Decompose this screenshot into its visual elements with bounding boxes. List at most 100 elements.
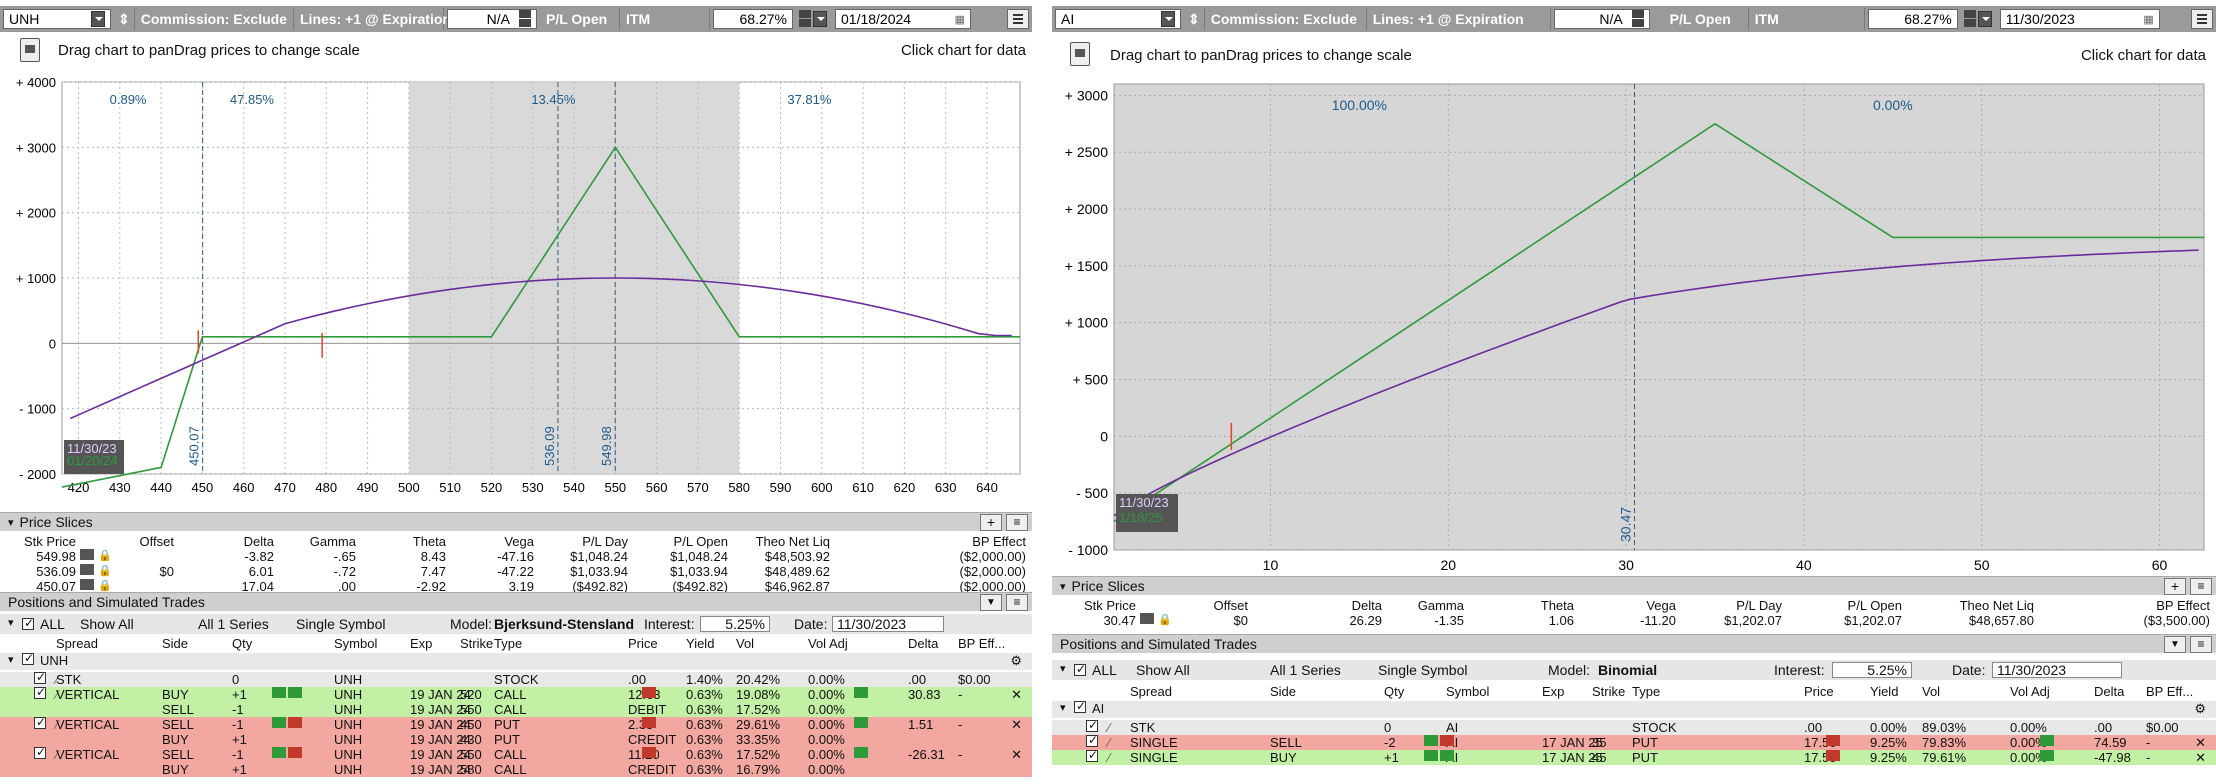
column-header[interactable]: Exp (410, 636, 433, 651)
column-header[interactable]: Side (162, 636, 189, 651)
cell-voladj[interactable]: 0.00% (808, 732, 845, 747)
close-icon[interactable]: ✕ (1011, 717, 1022, 732)
interest-input[interactable]: 5.25% (700, 616, 770, 632)
cell-voladj[interactable]: 0.00% (808, 747, 845, 762)
column-header[interactable]: Price (1804, 684, 1834, 699)
lines-select[interactable]: Lines: +1 @ Expiration (1367, 8, 1551, 30)
positions-menu-icon[interactable]: ≡ (1006, 593, 1028, 611)
column-header[interactable]: P/L Day (582, 534, 628, 549)
model-date-input[interactable]: 11/30/2023 (1992, 662, 2122, 678)
qty-up-icon[interactable] (272, 687, 286, 698)
column-header[interactable]: Strike (1592, 684, 1626, 699)
column-header[interactable]: Vol (736, 636, 755, 651)
cell-vol[interactable]: 19.08% (736, 687, 781, 702)
probability-spinner-icon[interactable] (1963, 10, 1976, 28)
series-select[interactable]: All 1 Series (1270, 662, 1341, 678)
price-slice-row[interactable]: 450.07 17.04 .00 -2.92 3.19 ($492.82) ($492.82… (0, 579, 1032, 594)
collapse-icon[interactable]: ▾ (8, 654, 14, 666)
cell-qty[interactable]: 0 (232, 672, 240, 687)
cell-qty[interactable]: +1 (232, 762, 247, 777)
close-icon[interactable]: ✕ (2195, 735, 2206, 750)
print-icon[interactable] (20, 38, 40, 62)
column-header[interactable]: Stk Price (23, 534, 76, 549)
cell-qty[interactable]: -1 (232, 702, 244, 717)
group-checkbox[interactable] (22, 651, 34, 665)
slice-cell[interactable]: $0 (1233, 613, 1248, 628)
column-header[interactable]: Vol (1922, 684, 1941, 699)
price-spinner-icon[interactable] (80, 564, 94, 575)
group-checkbox[interactable] (1074, 699, 1086, 713)
position-row[interactable]: ⁄STK 0 UNH STOCK .00 1.40% 20.42% 0.00% .00 $0.00 (0, 670, 1032, 687)
series-select[interactable]: All 1 Series (198, 616, 269, 632)
expand-all-icon[interactable]: ▾ (8, 617, 14, 629)
slice-cell[interactable]: $0 (159, 564, 174, 579)
cell-voladj[interactable]: 0.00% (808, 672, 845, 687)
gear-icon[interactable]: ⚙ (2194, 701, 2206, 716)
column-header[interactable]: Qty (232, 636, 253, 651)
lock-icon[interactable]: 🔒 (98, 550, 112, 562)
probability-input[interactable]: 68.27% (1867, 9, 1958, 29)
interest-input[interactable]: 5.25% (1832, 662, 1912, 678)
show-all-select[interactable]: Show All (1136, 662, 1190, 678)
column-header[interactable]: Symbol (334, 636, 378, 651)
position-row[interactable]: BUY +1 UNH 19 JAN 24 580 CALL CREDIT 0.63% 16.79… (0, 762, 1032, 777)
column-header[interactable]: Theta (412, 534, 446, 549)
column-header[interactable]: Spread (56, 636, 98, 651)
column-header[interactable]: Delta (908, 636, 939, 651)
symbol-mode-select[interactable]: Single Symbol (1378, 662, 1468, 678)
all-checkbox[interactable] (1074, 662, 1086, 676)
cell-vol[interactable]: 89.03% (1922, 720, 1967, 735)
calendar-icon[interactable]: ▦ (954, 13, 965, 26)
voladj-spinner-icon[interactable] (2040, 750, 2054, 761)
column-header[interactable]: Offset (139, 534, 174, 549)
position-row[interactable]: ⁄ STK 0 AI STOCK .00 0.00% 89.03% 0.00% .00 $0.00 (1052, 718, 2216, 735)
column-header[interactable]: Delta (2094, 684, 2125, 699)
model-date-input[interactable]: 11/30/2023 (832, 616, 944, 632)
cell-voladj[interactable]: 0.00% (808, 702, 845, 717)
cell-vol[interactable]: 20.42% (736, 672, 781, 687)
column-header[interactable]: Stk Price (1083, 598, 1136, 613)
column-header[interactable]: BP Effect (972, 534, 1026, 549)
slice-cell[interactable]: 549.98 (36, 549, 76, 564)
qty-down-icon[interactable] (288, 717, 302, 728)
row-checkbox[interactable] (34, 715, 46, 729)
column-header[interactable]: BP Eff... (958, 636, 1006, 651)
cell-vol[interactable]: 17.52% (736, 702, 781, 717)
close-icon[interactable]: ✕ (1011, 687, 1022, 702)
plot-area[interactable] (1113, 83, 2205, 551)
symbol-dropdown-icon[interactable] (1161, 11, 1175, 27)
row-checkbox[interactable] (1086, 718, 1098, 732)
column-header[interactable]: Theta (1540, 598, 1574, 613)
na-spinner-icon[interactable] (1631, 10, 1644, 28)
column-header[interactable]: Vega (504, 534, 534, 549)
cell-qty[interactable]: +1 (232, 687, 247, 702)
na-input[interactable]: N/A (1553, 9, 1650, 29)
row-checkbox[interactable] (1086, 748, 1098, 762)
pl-open-select[interactable]: P/L Open (1653, 8, 1749, 30)
cell-qty[interactable]: 0 (1384, 720, 1392, 735)
column-header[interactable]: Gamma (1417, 598, 1464, 613)
column-header[interactable]: Strike (460, 636, 494, 651)
date-input[interactable]: 11/30/2023 ▦ (1999, 9, 2160, 29)
column-header[interactable]: Symbol (1446, 684, 1490, 699)
add-slice-button[interactable]: + (980, 513, 1002, 531)
position-row[interactable]: BUY +1 UNH 19 JAN 24 430 PUT CREDIT 0.63% 33.35%… (0, 732, 1032, 747)
column-header[interactable]: Vol Adj (2010, 684, 2050, 699)
column-header[interactable]: Type (1632, 684, 1661, 699)
qty-up-icon[interactable] (1424, 750, 1438, 761)
symbol-input[interactable]: AI (1055, 9, 1181, 29)
gear-icon[interactable]: ⚙ (1010, 653, 1022, 668)
column-header[interactable]: Theo Net Liq (1959, 598, 2034, 613)
cell-qty[interactable]: +1 (1384, 750, 1399, 765)
toolbar-menu-icon[interactable] (2191, 9, 2213, 29)
na-spinner-icon[interactable] (519, 10, 531, 28)
pl-open-select[interactable]: P/L Open (540, 8, 620, 30)
probability-input[interactable]: 68.27% (713, 9, 793, 29)
all-checkbox[interactable] (22, 616, 34, 630)
cell-vol[interactable]: 33.35% (736, 732, 781, 747)
chart-data-hint[interactable]: Click chart for data (900, 42, 1026, 59)
qty-up-icon[interactable] (1424, 735, 1438, 746)
cell-price[interactable]: CREDIT (628, 732, 677, 747)
